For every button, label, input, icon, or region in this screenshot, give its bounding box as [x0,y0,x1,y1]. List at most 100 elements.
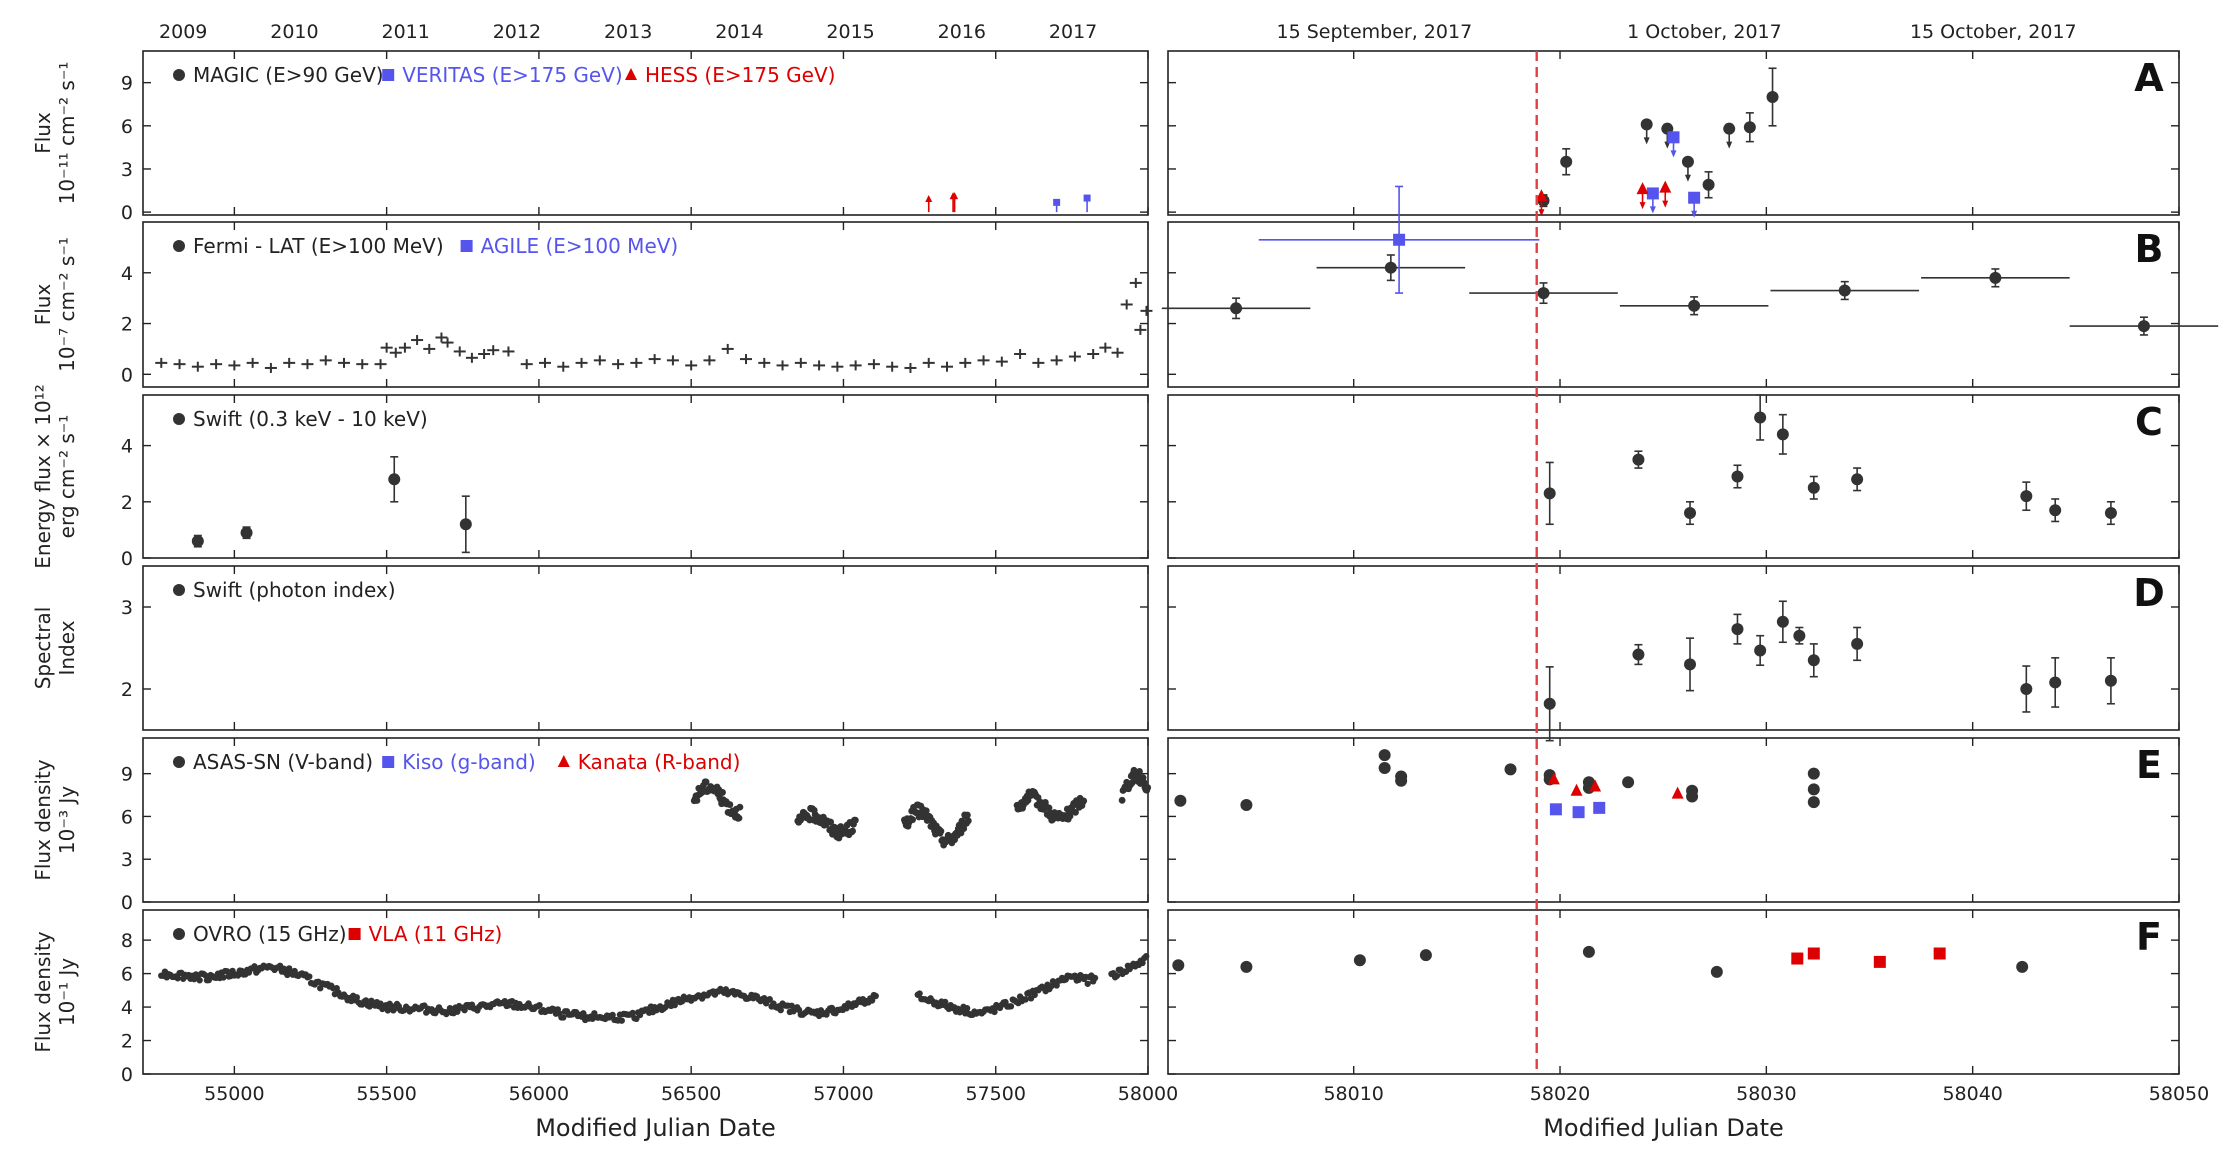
data-point-circle [1543,697,1556,710]
data-point-circle [916,990,923,997]
y-tick-label: 0 [121,1064,133,1086]
data-point-square [1646,187,1659,200]
data-point-circle [1766,91,1779,104]
x-axis-label: Modified Julian Date [1543,1114,1784,1142]
data-point-circle [726,801,734,808]
data-point-circle [618,1017,625,1024]
data-point-circle [1395,774,1408,787]
data-point-circle [1378,761,1391,774]
data-point-circle [306,973,313,980]
data-point-circle [1140,779,1148,786]
x-tick-label: 56500 [661,1083,721,1105]
data-point-circle [1144,784,1152,791]
data-point-circle [1688,299,1701,312]
y-axis-label-line: Energy flux × 10¹² [31,384,55,568]
data-point-circle [1118,796,1126,804]
y-axis-label-line: Flux density [31,759,55,880]
data-point-circle [173,756,185,768]
data-point-circle [671,1001,678,1009]
data-point-circle [702,778,710,786]
data-point-circle [560,1014,567,1021]
year-label: 2011 [381,21,429,43]
panel-letter: A [2134,56,2164,100]
panel-letter: E [2136,743,2162,787]
x-tick-label: 58000 [1118,1083,1178,1105]
data-point-circle [1743,121,1756,134]
data-point-circle [173,69,185,81]
data-point-circle [1384,261,1397,274]
x-tick-label: 58010 [1323,1083,1383,1105]
data-point-circle [1807,481,1820,494]
data-point-circle [173,928,185,940]
data-point-circle [2137,320,2150,333]
y-tick-label: 0 [121,548,133,570]
y-axis-label: Flux density 10⁻³ Jy [31,759,79,880]
series-A-left [925,192,959,213]
data-point-circle [191,535,204,548]
legend-label: Swift (0.3 keV - 10 keV) [193,407,428,431]
panel-D: 2 3 Spectral Index D Swift (photon index) [31,565,2180,731]
legend-label: VLA (11 GHz) [369,922,503,946]
data-point-circle [1230,302,1243,315]
data-point-square [1393,233,1406,246]
data-point-square [1933,947,1946,960]
legend-label: HESS (E>175 GeV) [645,63,835,87]
data-point-circle [964,817,972,825]
data-point-circle [251,963,258,970]
data-point-circle [201,971,209,979]
series-E-right [1549,801,1606,819]
panel-letter: F [2136,915,2162,959]
data-point-circle [1681,155,1694,168]
upper-limit-arrowhead [1639,202,1646,210]
data-point-circle [1807,796,1820,809]
upper-limit-arrowhead [1691,210,1698,218]
data-point-circle [1504,763,1517,776]
series-E-right [1547,772,1684,799]
series-F-right [1791,947,1946,968]
date-label: 15 October, 2017 [1910,21,2077,43]
y-axis-label-line: erg cm⁻² s⁻¹ [55,415,79,539]
y-tick-label: 2 [121,679,133,701]
data-point-circle [849,827,856,835]
year-label: 2009 [159,21,207,43]
data-point-circle [777,1006,784,1014]
series-C-right [1543,394,2117,526]
data-point-circle [1702,178,1715,191]
data-point-triangle [1547,772,1560,785]
data-point-triangle [925,194,933,202]
data-point-circle [719,789,726,796]
data-point-circle [196,977,203,984]
x-tick-label: 58050 [2149,1083,2209,1105]
data-point-square [382,756,395,768]
right-plot-frame [1167,221,2180,388]
data-point-circle [941,998,949,1006]
y-tick-label: 4 [121,436,133,458]
data-point-triangle [1659,180,1672,193]
data-point-triangle [1589,779,1602,792]
x-tick-label: 55000 [204,1083,264,1105]
data-point-circle [1353,954,1366,967]
data-point-square [1667,131,1680,144]
year-label: 2017 [1049,21,1097,43]
data-point-circle [629,1009,636,1017]
data-point-circle [1136,767,1143,775]
y-tick-label: 6 [121,116,133,138]
y-tick-label: 0 [121,892,133,914]
data-point-circle [964,811,971,819]
data-point-circle [693,797,701,804]
data-point-circle [1807,783,1820,796]
series-A-right [1535,180,1672,217]
data-point-circle [388,473,401,486]
data-point-circle [1640,118,1653,131]
data-point-circle [1072,809,1079,816]
upper-limit-arrowhead [1726,141,1733,149]
upper-limit-arrowhead [1662,200,1669,208]
data-point-square [382,69,395,81]
series-B-right [1258,185,1540,294]
y-tick-label: 6 [121,806,133,828]
data-point-triangle [1671,786,1684,799]
data-point-circle [1066,812,1074,820]
x-tick-label: 56000 [509,1083,569,1105]
panel-A: 0 3 6 9 Flux 10⁻¹¹ cm⁻² s⁻¹ A MAGIC (E>90 GeV) V… [31,50,2180,224]
y-tick-label: 0 [121,364,133,386]
